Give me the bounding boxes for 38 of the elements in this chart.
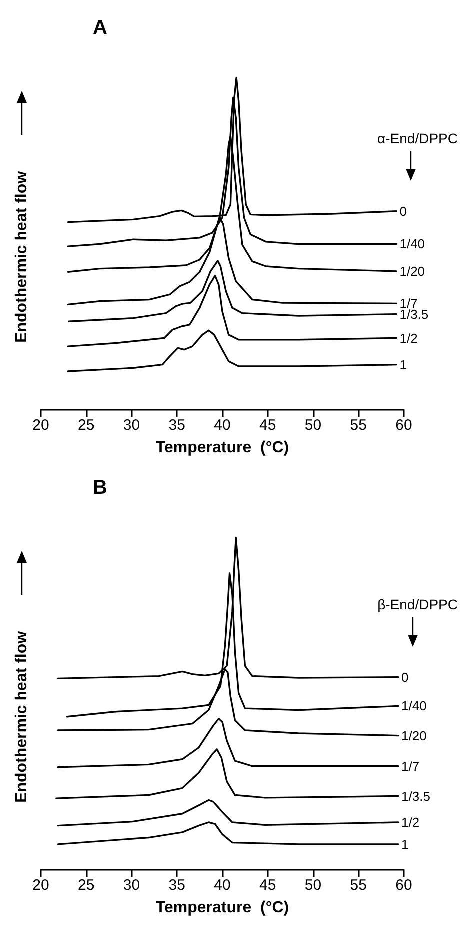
x-tick-label: 45	[260, 417, 276, 434]
x-tick-label: 30	[123, 877, 140, 894]
x-tick-label: 40	[214, 417, 231, 434]
x-tick-label: 60	[396, 417, 412, 434]
x-tick-label: 20	[32, 877, 50, 894]
series-label: 1/20	[400, 264, 426, 279]
series-label: 1	[400, 357, 407, 372]
chart-title: A	[93, 17, 108, 39]
x-tick-label: 50	[304, 417, 322, 434]
x-tick-label: 50	[304, 877, 322, 894]
series-label: 0	[400, 204, 407, 219]
x-tick-label: 45	[260, 877, 276, 894]
x-tick-label: 40	[214, 877, 231, 894]
x-tick-label: 35	[168, 877, 186, 894]
x-tick-label: 60	[396, 877, 412, 894]
y-axis-title: Endothermic heat flow	[14, 170, 30, 343]
series-label: 1/20	[402, 728, 427, 744]
legend-title: α-End/DPPC	[378, 130, 458, 146]
x-axis-title: Temperature (°C)	[156, 440, 290, 456]
x-tick-label: 55	[350, 417, 367, 434]
series-label: 1/3.5	[402, 788, 430, 804]
series-label: 1/7	[402, 758, 420, 774]
y-axis-title: Endothermic heat flow	[14, 630, 30, 803]
x-tick-label: 30	[123, 417, 140, 434]
series-label: 1/2	[400, 330, 418, 346]
series-label: 0	[402, 670, 409, 685]
x-tick-label: 25	[78, 417, 95, 434]
x-tick-label: 25	[78, 877, 95, 894]
series-label: 1	[402, 836, 409, 852]
series-label: 1/2	[402, 815, 420, 830]
x-tick-label: 55	[350, 877, 367, 894]
chart-title: B	[93, 477, 108, 499]
legend-title: β-End/DPPC	[378, 596, 458, 612]
x-tick-label: 20	[32, 417, 50, 434]
series-label: 1/40	[402, 698, 427, 714]
x-axis-title: Temperature (°C)	[156, 900, 290, 916]
series-label: 1/40	[400, 236, 426, 252]
x-tick-label: 35	[168, 417, 186, 434]
